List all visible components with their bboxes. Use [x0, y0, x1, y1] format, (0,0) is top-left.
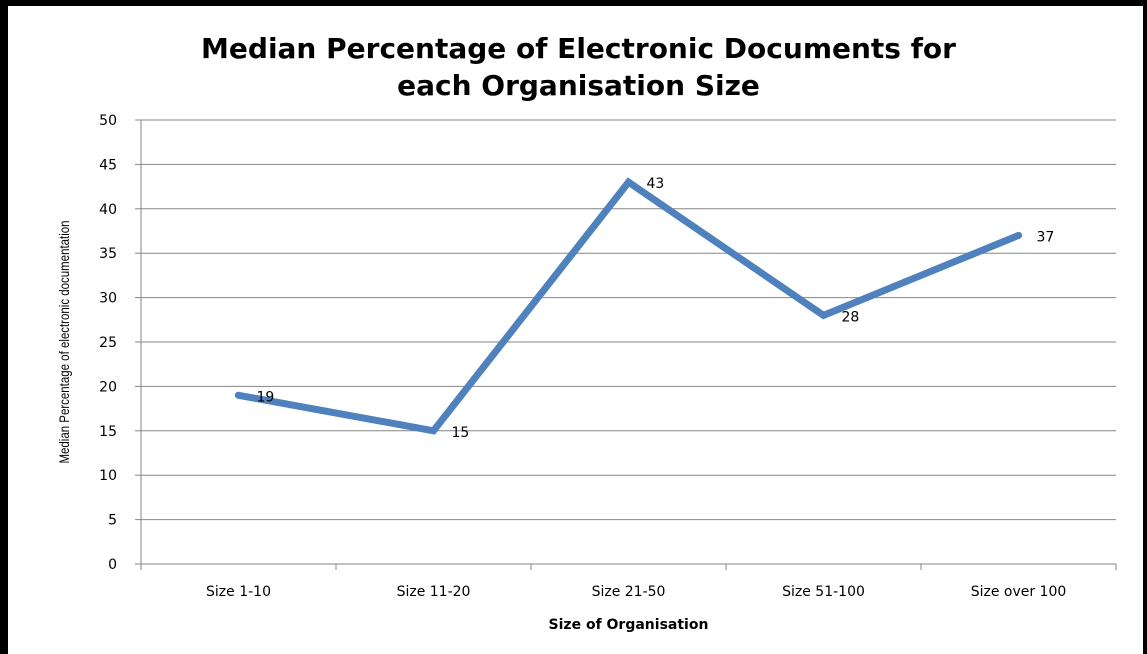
chart-title: Median Percentage of Electronic Document… [201, 32, 956, 102]
y-tick-label: 0 [108, 557, 117, 573]
y-tick-label: 30 [99, 291, 117, 307]
data-label: 43 [647, 176, 665, 192]
data-label: 28 [842, 309, 860, 325]
x-tick-label: Size 21-50 [592, 584, 666, 600]
y-tick-label: 5 [108, 513, 117, 529]
y-tick-label: 35 [99, 246, 117, 262]
y-tick-label: 50 [99, 113, 117, 129]
data-label: 15 [452, 425, 470, 441]
y-tick-label: 20 [99, 379, 117, 395]
data-label: 19 [257, 389, 275, 405]
data-point [625, 178, 632, 186]
y-tick-label: 40 [99, 202, 117, 218]
y-axis: 0 5 10 15 20 25 30 35 40 45 50 [99, 113, 142, 573]
data-point [430, 427, 437, 435]
series-line [235, 177, 1022, 435]
y-tick-label: 45 [99, 157, 117, 173]
x-tick-label: Size over 100 [971, 584, 1067, 600]
y-tick-label: 25 [99, 335, 117, 351]
y-tick-label: 15 [99, 424, 117, 440]
data-point [235, 391, 242, 399]
y-axis-title: Median Percentage of electronic document… [56, 220, 72, 463]
data-point [820, 311, 827, 319]
x-axis: Size 1-10 Size 11-20 Size 21-50 Size 51-100… [140, 563, 1117, 600]
x-axis-title: Size of Organisation [549, 617, 709, 633]
x-tick-label: Size 51-100 [782, 584, 865, 600]
data-label: 37 [1037, 229, 1055, 245]
x-tick-label: Size 11-20 [397, 584, 471, 600]
y-tick-label: 10 [99, 468, 117, 484]
series-group [235, 177, 1022, 435]
data-point [1015, 231, 1022, 239]
grid-lines [141, 119, 1116, 521]
data-labels: 19 15 43 28 37 [257, 176, 1055, 441]
x-tick-label: Size 1-10 [206, 584, 271, 600]
